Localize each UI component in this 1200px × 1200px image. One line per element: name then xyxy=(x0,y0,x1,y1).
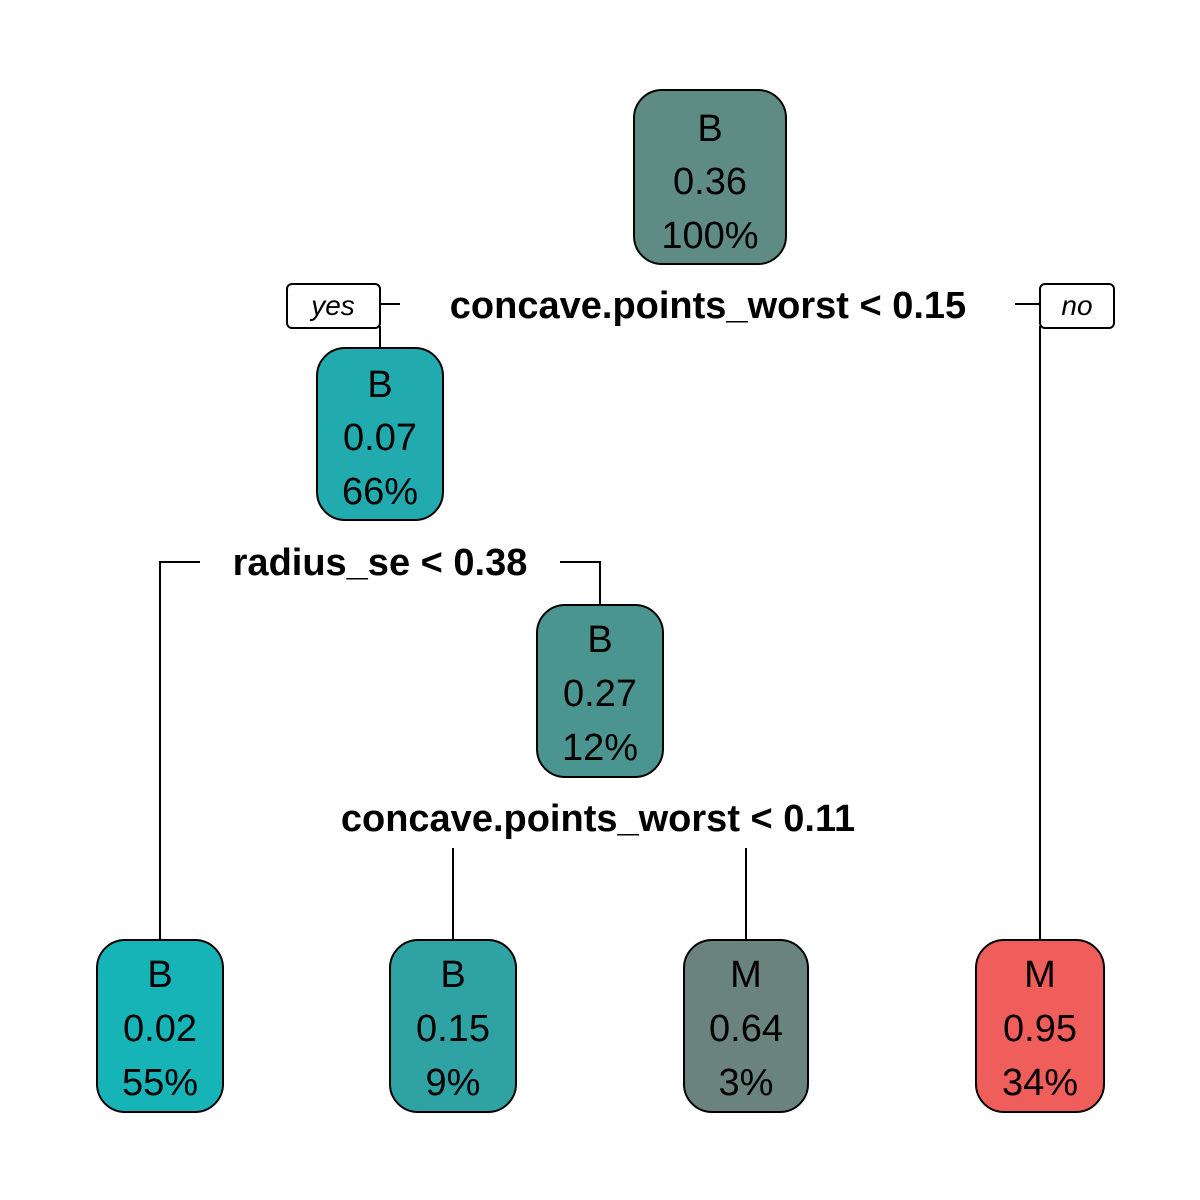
leaf-node-1-box xyxy=(96,939,224,1113)
branch-label-yes-text: yes xyxy=(309,290,355,321)
node-root-prob: 0.36 xyxy=(673,161,747,203)
node-n5: B 0.27 12% xyxy=(536,604,664,778)
edge-n2-to-leaf1 xyxy=(159,561,200,940)
leaf-node-3-class: M xyxy=(730,954,762,996)
node-n5-pct: 12% xyxy=(562,727,638,769)
leaf-node-1-class: B xyxy=(147,954,172,996)
tree-edges xyxy=(159,303,1041,940)
leaf-node-2-pct: 9% xyxy=(426,1062,481,1104)
leaf-node-1-prob: 0.02 xyxy=(123,1008,197,1050)
leaf-node-2-class: B xyxy=(440,954,465,996)
leaf-node-1-pct: 55% xyxy=(122,1062,198,1104)
leaf-node-4-prob: 0.95 xyxy=(1003,1008,1077,1050)
leaf-node-4-pct: 34% xyxy=(1002,1062,1078,1104)
node-n2-box xyxy=(316,347,444,521)
leaf-node-3: M 0.64 3% xyxy=(683,939,809,1113)
branch-label-no-text: no xyxy=(1061,290,1092,321)
node-n5-prob: 0.27 xyxy=(563,673,637,715)
leaf-node-2-box xyxy=(389,939,517,1113)
leaf-node-3-pct: 3% xyxy=(719,1062,774,1104)
branch-label-yes-box xyxy=(286,283,381,329)
node-root-pct: 100% xyxy=(661,215,758,257)
leaf-node-2-prob: 0.15 xyxy=(416,1008,490,1050)
leaf-node-2: B 0.15 9% xyxy=(389,939,517,1113)
node-root: B 0.36 100% xyxy=(633,89,787,265)
node-n2-prob: 0.07 xyxy=(343,417,417,459)
leaf-node-4: M 0.95 34% xyxy=(975,939,1105,1113)
leaf-node-3-prob: 0.64 xyxy=(709,1008,783,1050)
node-n2: B 0.07 66% xyxy=(316,347,444,521)
leaf-node-4-class: M xyxy=(1024,954,1056,996)
branch-label-yes: yes xyxy=(286,283,381,329)
node-root-class: B xyxy=(697,108,722,150)
branch-label-no-box xyxy=(1039,283,1115,329)
leaf-node-1: B 0.02 55% xyxy=(96,939,224,1113)
node-n2-class: B xyxy=(367,364,392,406)
edge-n2-to-n5 xyxy=(560,561,601,605)
node-n5-box xyxy=(536,604,664,778)
split-label-root: concave.points_worst < 0.15 xyxy=(450,285,966,327)
branch-label-no: no xyxy=(1039,283,1115,329)
split-label-n2: radius_se < 0.38 xyxy=(233,542,528,584)
node-n2-pct: 66% xyxy=(342,471,418,513)
split-label-n5: concave.points_worst < 0.11 xyxy=(341,798,855,840)
leaf-node-4-box xyxy=(975,939,1105,1113)
node-root-box xyxy=(633,89,787,265)
node-n5-class: B xyxy=(587,619,612,661)
leaf-node-3-box xyxy=(683,939,809,1113)
